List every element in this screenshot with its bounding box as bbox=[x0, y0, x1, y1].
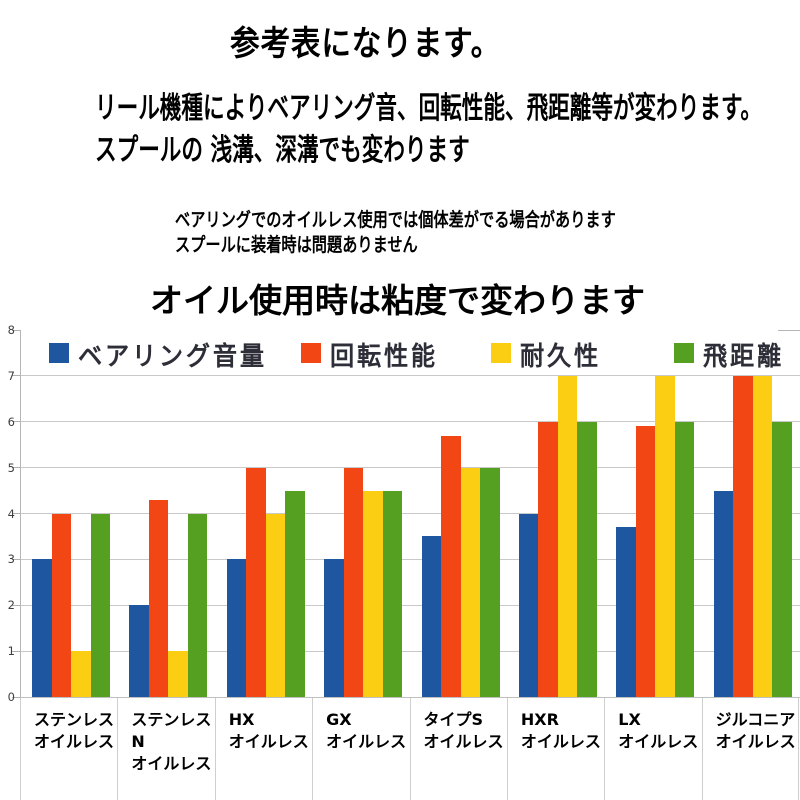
bar-chart-plot-area: ベアリング音量 回転性能 耐久性 飛距離 bbox=[20, 330, 800, 698]
gridline-y5 bbox=[21, 467, 800, 469]
bar-耐久性-cat6 bbox=[655, 375, 675, 697]
page-title: 参考表になります。 bbox=[230, 24, 502, 64]
bar-ベアリング音量-cat4 bbox=[421, 536, 441, 697]
description-text: リール機種によりベアリング音、回転性能、飛距離等が変わります。 スプールの 浅溝… bbox=[95, 88, 800, 172]
legend-item-耐久性: 耐久性 bbox=[491, 336, 607, 372]
y-axis-label-5: 5 bbox=[7, 460, 15, 475]
bar-ベアリング音量-cat6 bbox=[616, 527, 636, 697]
bar-飛距離-cat5 bbox=[577, 421, 597, 697]
legend-label: ベアリング音量 bbox=[78, 342, 267, 372]
y-axis-label-4: 4 bbox=[7, 506, 15, 521]
y-axis-tick bbox=[12, 375, 20, 377]
gridline-y4 bbox=[21, 513, 800, 514]
legend-item-ベアリング音量: ベアリング音量 bbox=[49, 336, 281, 372]
legend-swatch-icon bbox=[49, 342, 69, 363]
bar-ベアリング音量-cat7 bbox=[713, 490, 734, 697]
bar-飛距離-cat3 bbox=[382, 490, 403, 697]
legend-swatch-icon bbox=[301, 342, 321, 363]
bar-飛距離-cat1 bbox=[187, 513, 208, 697]
bar-ベアリング音量-cat0 bbox=[32, 559, 52, 697]
bar-耐久性-cat1 bbox=[168, 651, 188, 697]
x-axis-label-cat5: HXR オイルレス bbox=[506, 698, 604, 800]
gridline-y7 bbox=[21, 375, 800, 377]
y-axis-label-7: 7 bbox=[7, 368, 15, 383]
bar-飛距離-cat2 bbox=[285, 490, 305, 697]
gridline-y3 bbox=[21, 558, 800, 560]
x-axis-labels: ステンレス オイルレス ステンレスN オイルレス HX オイルレス GX オイルレスタ… bbox=[20, 697, 799, 800]
y-axis-tick bbox=[12, 696, 20, 698]
x-axis-label-cat7: ジルコニア オイルレス bbox=[701, 698, 799, 800]
bar-ベアリング音量-cat5 bbox=[518, 513, 539, 697]
bar-回転性能-cat4 bbox=[441, 435, 461, 697]
legend-item-飛距離: 飛距離 bbox=[674, 336, 790, 372]
note-line-2: スプールに装着時は問題ありません bbox=[175, 234, 418, 256]
bar-飛距離-cat6 bbox=[674, 421, 695, 697]
chart-title: オイル使用時は粘度で変わります bbox=[150, 281, 645, 320]
description-line-1: リール機種によりベアリング音、回転性能、飛距離等が変わります。 bbox=[95, 91, 763, 126]
y-axis-tick bbox=[12, 513, 20, 514]
bar-耐久性-cat0 bbox=[71, 651, 91, 697]
gridline-y1 bbox=[21, 650, 800, 652]
bar-回転性能-cat7 bbox=[733, 375, 753, 697]
y-axis-tick bbox=[12, 604, 20, 606]
bar-回転性能-cat1 bbox=[148, 499, 169, 697]
x-axis-label-cat4: タイプS オイルレス bbox=[409, 698, 507, 800]
gridline-y6 bbox=[21, 421, 800, 423]
y-axis-tick bbox=[12, 558, 20, 560]
legend-swatch-icon bbox=[491, 342, 511, 363]
y-axis-label-0: 0 bbox=[7, 690, 15, 704]
bar-回転性能-cat2 bbox=[246, 467, 266, 697]
legend-label: 耐久性 bbox=[520, 342, 601, 372]
legend-label: 飛距離 bbox=[703, 342, 784, 372]
y-axis-label-3: 3 bbox=[7, 552, 15, 567]
bar-飛距離-cat0 bbox=[90, 513, 110, 697]
bar-ベアリング音量-cat2 bbox=[226, 559, 247, 697]
x-axis-label-cat1: ステンレスN オイルレス bbox=[117, 698, 214, 800]
bar-耐久性-cat7 bbox=[752, 375, 773, 697]
y-axis-label-2: 2 bbox=[7, 598, 15, 613]
y-axis-tick bbox=[12, 650, 20, 652]
legend-item-回転性能: 回転性能 bbox=[301, 336, 446, 372]
note-line-1: ベアリングでのオイルレス使用では個体差がでる場合があります bbox=[175, 209, 616, 231]
x-axis-label-cat3: GX オイルレス bbox=[312, 698, 409, 800]
bar-ベアリング音量-cat1 bbox=[129, 605, 149, 697]
x-axis-label-cat6: LX オイルレス bbox=[604, 698, 701, 800]
y-axis-label-1: 1 bbox=[7, 644, 15, 659]
bar-回転性能-cat0 bbox=[51, 513, 71, 697]
y-axis-label-8: 8 bbox=[7, 323, 15, 337]
y-axis-tick bbox=[12, 421, 20, 423]
y-axis-tick bbox=[12, 329, 20, 331]
bar-回転性能-cat3 bbox=[343, 467, 364, 697]
legend-swatch-icon bbox=[674, 342, 694, 363]
x-axis-label-cat0: ステンレス オイルレス bbox=[20, 698, 117, 800]
note-text: ベアリングでのオイルレス使用では個体差がでる場合があります スプールに装着時は問… bbox=[175, 208, 726, 258]
bar-回転性能-cat6 bbox=[635, 426, 656, 697]
bar-耐久性-cat3 bbox=[363, 490, 383, 697]
x-axis-label-cat2: HX オイルレス bbox=[214, 698, 312, 800]
gridline-stub-y8 bbox=[778, 330, 800, 331]
gridline-y2 bbox=[21, 604, 800, 606]
bar-耐久性-cat2 bbox=[265, 513, 286, 697]
bar-耐久性-cat4 bbox=[460, 467, 480, 697]
bar-ベアリング音量-cat3 bbox=[324, 559, 344, 697]
description-line-2: スプールの 浅溝、深溝でも変わります bbox=[95, 133, 470, 168]
bar-飛距離-cat4 bbox=[480, 467, 500, 697]
legend-label: 回転性能 bbox=[330, 342, 438, 372]
y-axis-tick bbox=[12, 467, 20, 469]
y-axis-label-6: 6 bbox=[7, 414, 15, 429]
bar-耐久性-cat5 bbox=[557, 375, 578, 697]
bar-回転性能-cat5 bbox=[538, 421, 558, 697]
bar-飛距離-cat7 bbox=[772, 421, 792, 697]
